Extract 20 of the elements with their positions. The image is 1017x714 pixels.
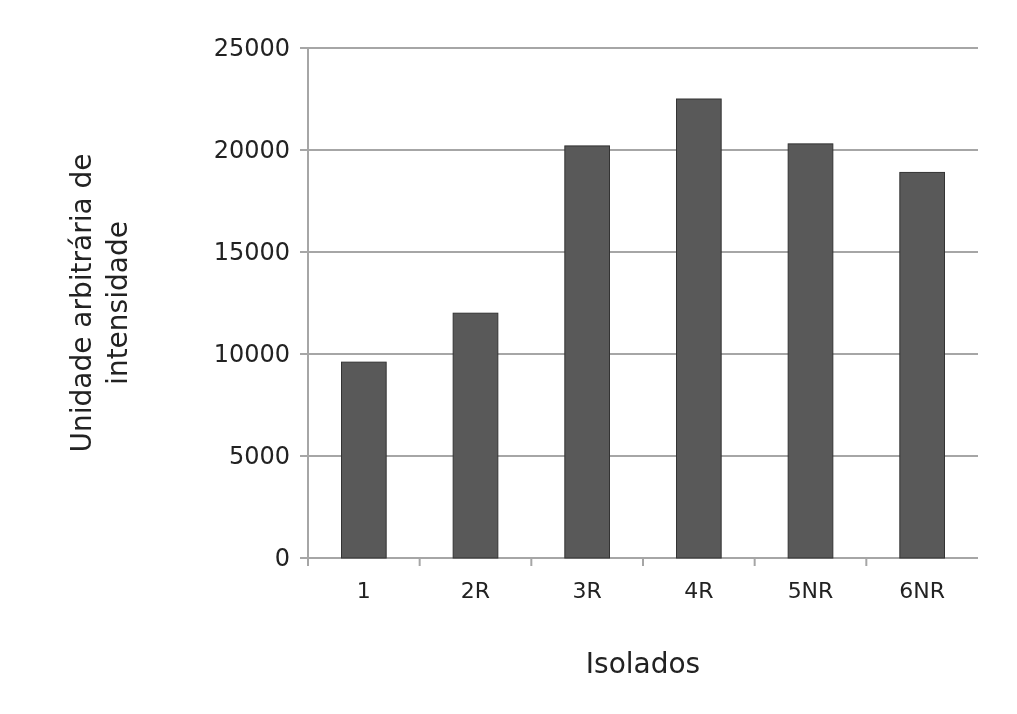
x-tick-label: 6NR bbox=[899, 578, 946, 603]
y-tick-label: 20000 bbox=[213, 136, 290, 165]
y-tick-label: 5000 bbox=[228, 442, 290, 471]
bar bbox=[899, 171, 945, 559]
bar bbox=[787, 143, 834, 559]
y-tick-label: 25000 bbox=[213, 34, 290, 63]
x-tick-label: 3R bbox=[572, 578, 602, 603]
y-tick-label: 10000 bbox=[213, 340, 290, 369]
bar bbox=[341, 361, 387, 559]
y-axis-title: Unidade arbitrária de intensidade bbox=[65, 153, 134, 453]
x-tick-label: 2R bbox=[460, 578, 491, 603]
x-axis-title: Isolados bbox=[585, 647, 701, 680]
bar bbox=[564, 145, 610, 559]
x-tick-label: 5NR bbox=[787, 578, 834, 603]
x-tick-label: 4R bbox=[684, 578, 714, 603]
bar bbox=[452, 312, 499, 559]
y-tick-label: 15000 bbox=[213, 238, 290, 267]
x-tick-label: 1 bbox=[356, 578, 371, 603]
bar bbox=[676, 98, 722, 559]
y-tick-label: 0 bbox=[274, 544, 290, 573]
